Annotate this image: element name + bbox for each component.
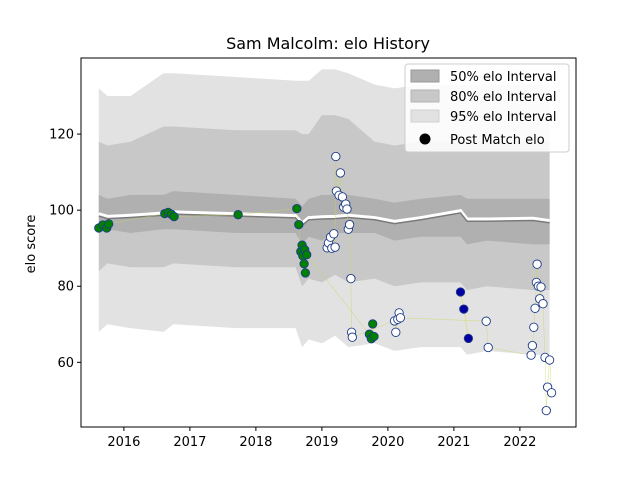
elo-point (292, 203, 302, 214)
elo-point (483, 342, 493, 353)
elo-point (300, 268, 311, 278)
elo-point (299, 259, 309, 269)
legend-label-post-match: Post Match elo (450, 133, 545, 148)
chart-title: Sam Malcolm: elo History (226, 34, 430, 53)
elo-point (455, 287, 466, 297)
elo-point (538, 299, 548, 309)
elo-point (329, 229, 339, 239)
elo-point (463, 333, 474, 344)
x-tick-label: 2019 (305, 435, 338, 450)
elo-point (347, 332, 357, 342)
elo-point (541, 405, 551, 416)
elo-point (302, 250, 312, 260)
legend-swatch-95 (410, 109, 440, 123)
elo-point (544, 355, 555, 365)
x-tick-label: 2020 (371, 435, 404, 450)
legend-label-50: 50% elo Interval (450, 70, 557, 85)
elo-point (233, 210, 243, 220)
legend-swatch-50 (410, 69, 440, 83)
x-tick-label: 2017 (173, 435, 206, 450)
elo-point (104, 219, 114, 229)
y-axis-label: elo score (24, 215, 39, 274)
elo-point (481, 316, 491, 326)
elo-point (335, 168, 346, 178)
elo-point (391, 327, 401, 337)
elo-point (169, 211, 179, 222)
x-tick-label: 2018 (239, 435, 272, 450)
x-tick-label: 2021 (437, 435, 470, 450)
elo-point (532, 259, 542, 269)
elo-point (294, 219, 304, 230)
legend-box (404, 63, 570, 153)
elo-point (368, 319, 378, 329)
connector-line-1 (98, 208, 375, 340)
elo-point (459, 304, 469, 314)
plot-frame (80, 57, 577, 428)
y-tick-label: 100 (49, 204, 74, 219)
elo-point (530, 303, 540, 313)
elo-point (536, 282, 546, 292)
elo-point (546, 388, 557, 398)
elo-point (527, 340, 538, 351)
y-tick-label: 80 (57, 280, 74, 295)
elo-point (369, 331, 379, 342)
elo-point (346, 273, 356, 284)
elo-point (342, 204, 352, 214)
legend-label-80: 80% elo Interval (450, 90, 557, 105)
legend-marker-post-match (419, 133, 431, 145)
elo-point (344, 219, 355, 230)
elo-point (529, 322, 539, 332)
legend-swatch-80 (410, 89, 440, 103)
elo-point (395, 313, 406, 323)
legend-label-95: 95% elo Interval (450, 110, 557, 125)
legend: 50% elo Interval 80% elo Interval 95% el… (404, 63, 570, 153)
y-axis-ticks: 60 80 100 120 (49, 128, 81, 371)
x-tick-label: 2016 (107, 435, 140, 450)
x-tick-label: 2022 (503, 435, 536, 450)
elo-point (526, 350, 536, 360)
elo-point (331, 151, 341, 162)
y-tick-label: 120 (49, 128, 74, 143)
y-tick-label: 60 (57, 356, 74, 371)
elo-point (330, 242, 340, 252)
x-axis-ticks: 2016 2017 2018 2019 2020 2021 2022 (107, 427, 536, 450)
post-match-points (94, 151, 557, 416)
